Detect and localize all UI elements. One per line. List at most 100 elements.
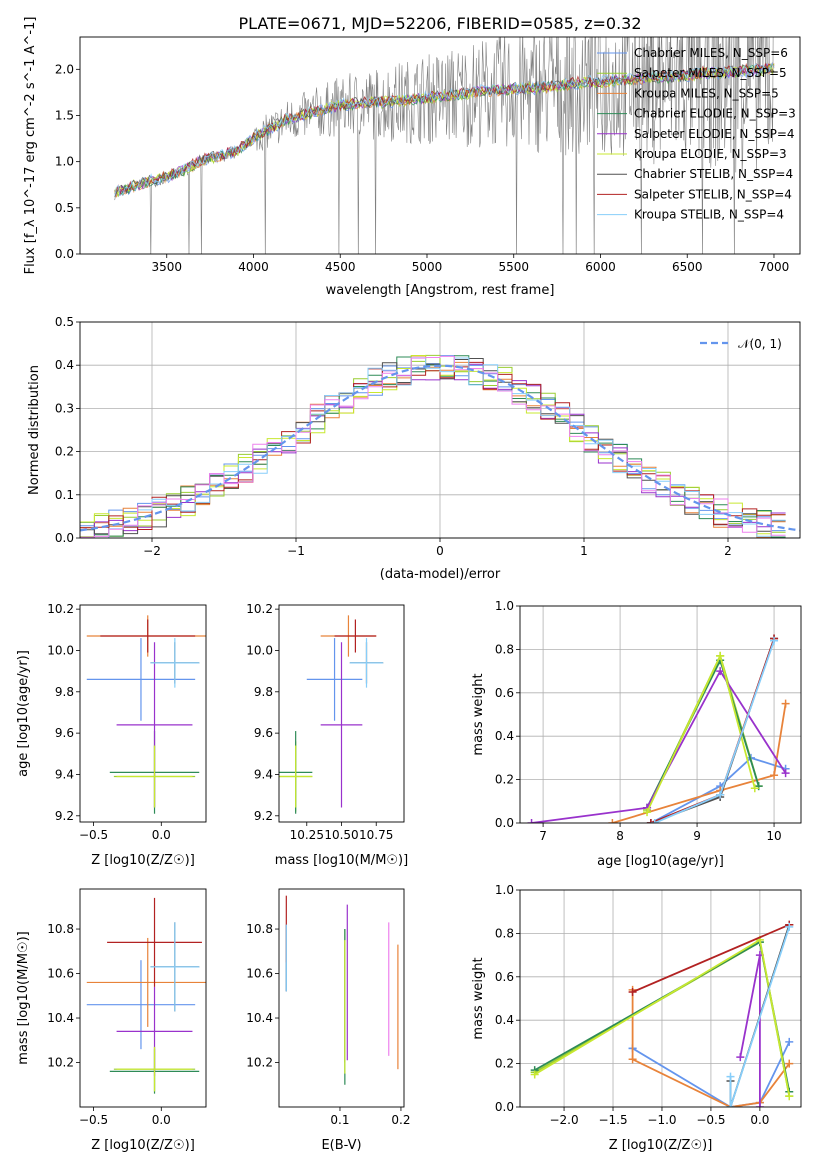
y-tick-label: 9.4	[254, 767, 273, 781]
weight-marker-5-1	[716, 651, 725, 660]
x-tick-label: −0.5	[79, 1113, 108, 1127]
legend-label-8: Kroupa STELIB, N_SSP=4	[634, 208, 784, 222]
weight-marker-7-0	[646, 819, 655, 823]
weight-marker-4-2	[755, 1103, 764, 1107]
x-axis-label: wavelength [Angstrom, rest frame]	[326, 283, 555, 298]
weight-marker-8-1	[726, 1103, 735, 1107]
y-tick-label: 0.4	[55, 358, 74, 372]
y-tick-label: 9.8	[254, 685, 273, 699]
y-tick-label: 0.5	[55, 201, 74, 215]
plot-area	[86, 615, 206, 814]
legend-label-3: Chabrier ELODIE, N_SSP=3	[634, 107, 796, 121]
x-tick-label: 4000	[238, 260, 269, 274]
x-axis-label: E(B-V)	[321, 1138, 361, 1153]
histogram-3	[80, 355, 786, 538]
y-tick-label: 10.8	[47, 922, 74, 936]
figure-title: PLATE=0671, MJD=52206, FIBERID=0585, z=0…	[238, 14, 641, 33]
weight-marker-2-4	[785, 1059, 794, 1068]
y-axis-label: mass [log10(M/M☉)]	[16, 931, 31, 1064]
weight-marker-8-0	[650, 819, 659, 823]
x-tick-label: 0.1	[330, 1113, 349, 1127]
y-tick-label: 0.0	[495, 1100, 514, 1114]
plot-area	[86, 897, 206, 1094]
x-axis-label: (data-model)/error	[380, 567, 501, 582]
weight-marker-0-4	[785, 1037, 794, 1046]
y-tick-label: 10.8	[246, 922, 273, 936]
weight-marker-8-1	[716, 790, 725, 799]
plot-area	[80, 354, 800, 538]
y-tick-label: 0.2	[495, 1057, 514, 1071]
x-tick-label: 0.0	[152, 828, 171, 842]
y-tick-label: 10.2	[47, 602, 74, 616]
plot-frame	[79, 321, 801, 539]
x-tick-label: 10.75	[359, 828, 393, 842]
histogram-8	[80, 357, 786, 538]
x-tick-label: 2	[724, 544, 732, 558]
weight-marker-5-2	[750, 784, 759, 793]
histogram-1	[80, 354, 786, 538]
weight-marker-2-0	[608, 819, 617, 823]
y-tick-label: 0.8	[495, 642, 514, 656]
y-tick-label: 0.2	[55, 445, 74, 459]
weight-line-5	[646, 653, 756, 813]
weight-line-2	[612, 703, 787, 823]
x-tick-label: 0.0	[152, 1113, 171, 1127]
y-tick-label: 0.0	[55, 247, 74, 261]
chart-mass-vs-EBV: 0.1 0.2 10.2 10.4 10.6 10.8 E(B-V)	[246, 888, 410, 1153]
y-axis-label: Flux [f_λ 10^-17 erg cm^-2 s^-1 A^-1]	[23, 17, 38, 275]
y-axis-label: mass weight	[471, 673, 486, 755]
weight-marker-5-2	[785, 1092, 794, 1101]
weight-line-7	[650, 638, 775, 823]
y-tick-label: 0.5	[55, 315, 74, 329]
x-tick-label: 1	[580, 544, 588, 558]
plot-area	[285, 895, 399, 1085]
legend-label-normal: 𝒩(0, 1)	[738, 337, 782, 351]
y-tick-label: 0.1	[55, 488, 74, 502]
x-tick-label: 7000	[759, 260, 790, 274]
weight-line-4	[739, 954, 761, 1107]
x-tick-label: −0.5	[696, 1113, 725, 1127]
y-tick-label: 10.6	[246, 967, 273, 981]
plot-frame	[519, 605, 802, 824]
y-tick-label: 2.0	[55, 62, 74, 76]
y-tick-label: 9.2	[254, 809, 273, 823]
x-tick-label: 5000	[412, 260, 443, 274]
histogram-2	[80, 355, 786, 538]
x-tick-label: 3500	[151, 260, 182, 274]
x-tick-label: 5500	[498, 260, 529, 274]
legend-label-0: Chabrier MILES, N_SSP=6	[634, 46, 788, 60]
model-spectrum-8	[114, 62, 775, 197]
y-axis-label: Normed distribution	[27, 365, 42, 495]
histogram-4	[80, 363, 786, 538]
y-tick-label: 0.6	[495, 686, 514, 700]
weight-line-2	[631, 989, 791, 1107]
x-tick-label: 0	[436, 544, 444, 558]
legend-label-1: Salpeter MILES, N_SSP=5	[634, 66, 787, 80]
y-tick-label: 1.0	[495, 599, 514, 613]
y-tick-label: 10.2	[246, 602, 273, 616]
x-tick-label: 6000	[585, 260, 616, 274]
legend-label-5: Kroupa ELODIE, N_SSP=3	[634, 147, 787, 161]
weight-marker-7-0	[628, 987, 637, 996]
weight-marker-4-2	[716, 667, 725, 676]
chart-weight-vs-Z: −2.0 −1.5 −1.0 −0.5 0.0 0.0 0.2 0.4 0.6 0.8 1.0 Z […	[471, 883, 802, 1153]
x-tick-label: −2.0	[549, 1113, 578, 1127]
weight-line-8	[729, 926, 791, 1107]
plot-frame	[79, 36, 801, 255]
weight-marker-4-3	[781, 769, 790, 778]
weight-line-6	[650, 638, 775, 823]
x-axis-label: age [log10(age/yr)]	[597, 854, 724, 869]
x-tick-label: 0.2	[391, 1113, 410, 1127]
y-tick-label: 1.0	[55, 155, 74, 169]
x-tick-label: −1	[287, 544, 305, 558]
plot-area	[530, 920, 794, 1107]
y-tick-label: 10.4	[246, 1011, 273, 1025]
y-tick-label: 0.0	[495, 816, 514, 830]
y-tick-label: 10.4	[47, 1011, 74, 1025]
y-tick-label: 10.2	[47, 1056, 74, 1070]
plot-frame	[79, 604, 207, 823]
chart-residuals: −2 −1 0 1 2 0.0 0.1 0.2 0.3 0.4 0.5 𝒩(0, 1) (data-mo…	[27, 315, 801, 582]
y-tick-label: 9.8	[55, 685, 74, 699]
y-tick-label: 1.0	[495, 883, 514, 897]
